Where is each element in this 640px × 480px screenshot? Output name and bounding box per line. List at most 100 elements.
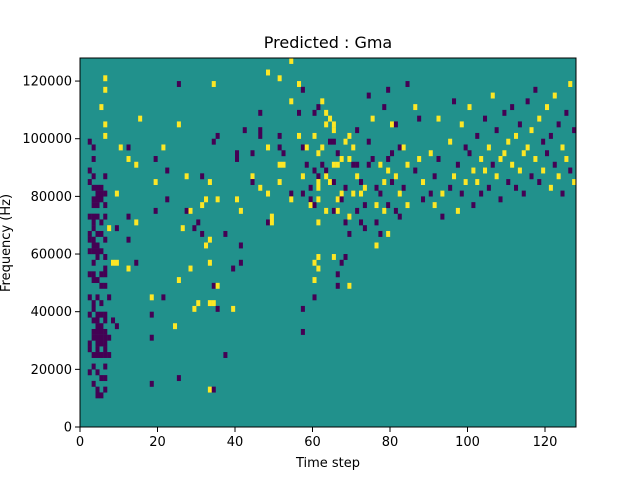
heatmap-cell (471, 202, 476, 209)
heatmap-cell (568, 167, 573, 174)
heatmap-cell (207, 386, 212, 393)
heatmap-cell (506, 138, 511, 145)
heatmap-cell (514, 184, 519, 191)
heatmap-cell (277, 132, 282, 139)
heatmap-cell (103, 386, 108, 393)
heatmap-cell (459, 190, 464, 197)
heatmap-cell (308, 202, 313, 209)
heatmap-cell (537, 179, 542, 185)
heatmap-cell (91, 271, 96, 278)
heatmap-cell (103, 363, 108, 370)
heatmap-cell (250, 173, 255, 180)
heatmap-cell (207, 179, 212, 185)
y-axis-label: Frequency (Hz) (0, 194, 14, 292)
heatmap-cell (277, 144, 282, 151)
heatmap-cell (331, 179, 336, 185)
heatmap-cell (200, 202, 205, 209)
heatmap-cell (390, 179, 395, 185)
heatmap-cell (223, 230, 228, 237)
heatmap-cell (556, 121, 561, 128)
heatmap-cell (502, 150, 507, 157)
heatmap-cell (386, 202, 391, 209)
heatmap-cell (99, 190, 104, 197)
heatmap-cell (308, 184, 313, 191)
heatmap-cell (103, 121, 108, 128)
heatmap-cell (324, 173, 329, 180)
heatmap-cell (537, 115, 542, 122)
heatmap-cell (95, 248, 100, 255)
heatmap-cell (188, 265, 193, 272)
heatmap-cell (525, 144, 530, 151)
heatmap-cell (382, 207, 387, 214)
heatmap-cell (95, 340, 100, 347)
heatmap-cell (455, 161, 460, 168)
heatmap-cell (231, 265, 236, 272)
heatmap-cell (316, 219, 321, 226)
heatmap-cell (277, 161, 282, 168)
heatmap-cell (114, 323, 119, 330)
x-axis: 0 20 40 60 80 100 120 (76, 427, 557, 450)
heatmap-cell (370, 156, 375, 162)
heatmap-cell (211, 300, 216, 307)
heatmap-cell (281, 150, 286, 157)
heatmap-cell (490, 161, 495, 168)
heatmap-cell (355, 161, 360, 168)
heatmap-cell (211, 386, 216, 393)
heatmap-cell (266, 190, 271, 197)
heatmap-cell (99, 248, 104, 255)
heatmap-cell (87, 230, 92, 237)
heatmap-cell (324, 207, 329, 214)
heatmap-cell (103, 328, 108, 335)
heatmap-cell (103, 173, 108, 180)
heatmap-cell (374, 202, 379, 209)
heatmap-cell (95, 294, 100, 301)
heatmap-cell (304, 144, 309, 151)
heatmap-cell (324, 109, 329, 116)
heatmap-cell (95, 277, 100, 284)
heatmap-cell (366, 161, 371, 168)
heatmap-cell (99, 230, 104, 237)
heatmap-cell (99, 196, 104, 203)
heatmap-cell (91, 202, 96, 209)
heatmap-cell (328, 115, 333, 122)
heatmap-cell (320, 144, 325, 151)
heatmap-cell (95, 317, 100, 324)
heatmap-cell (300, 173, 305, 180)
heatmap-cell (432, 202, 437, 209)
heatmap-cell (514, 132, 519, 139)
heatmap-cell (386, 230, 391, 237)
heatmap-cell (351, 144, 356, 151)
heatmap-cell (289, 190, 294, 197)
heatmap-cell (440, 190, 445, 197)
y-axis: 0 20000 40000 60000 80000 100000 120000 (22, 75, 80, 436)
heatmap-cell (196, 219, 201, 226)
heatmap-cell (91, 380, 96, 387)
heatmap-cell (134, 161, 139, 168)
heatmap-cell (277, 75, 282, 82)
heatmap-cell (238, 242, 243, 249)
heatmap-cell (362, 184, 367, 191)
heatmap-cell (103, 282, 108, 289)
heatmap-cell (91, 352, 96, 358)
heatmap-cell (448, 138, 453, 145)
heatmap-cell (87, 271, 92, 278)
heatmap-cell (355, 127, 360, 134)
heatmap-cell (362, 225, 367, 232)
heatmap-cell (87, 248, 92, 255)
heatmap-cell (149, 311, 154, 318)
heatmap-cell (134, 219, 139, 226)
heatmap-cell (316, 184, 321, 191)
heatmap-cell (114, 259, 119, 266)
heatmap-cell (417, 156, 422, 162)
heatmap-cell (397, 144, 402, 151)
heatmap-cell (111, 259, 116, 266)
heatmap-cell (331, 121, 336, 128)
heatmap-cell (331, 254, 336, 260)
heatmap-cell (405, 202, 410, 209)
heatmap-cell (300, 328, 305, 335)
heatmap-cell (374, 242, 379, 249)
heatmap-cell (103, 132, 108, 139)
heatmap-cell (103, 346, 108, 353)
x-tick-label: 20 (149, 435, 166, 450)
heatmap-cell (103, 213, 108, 220)
